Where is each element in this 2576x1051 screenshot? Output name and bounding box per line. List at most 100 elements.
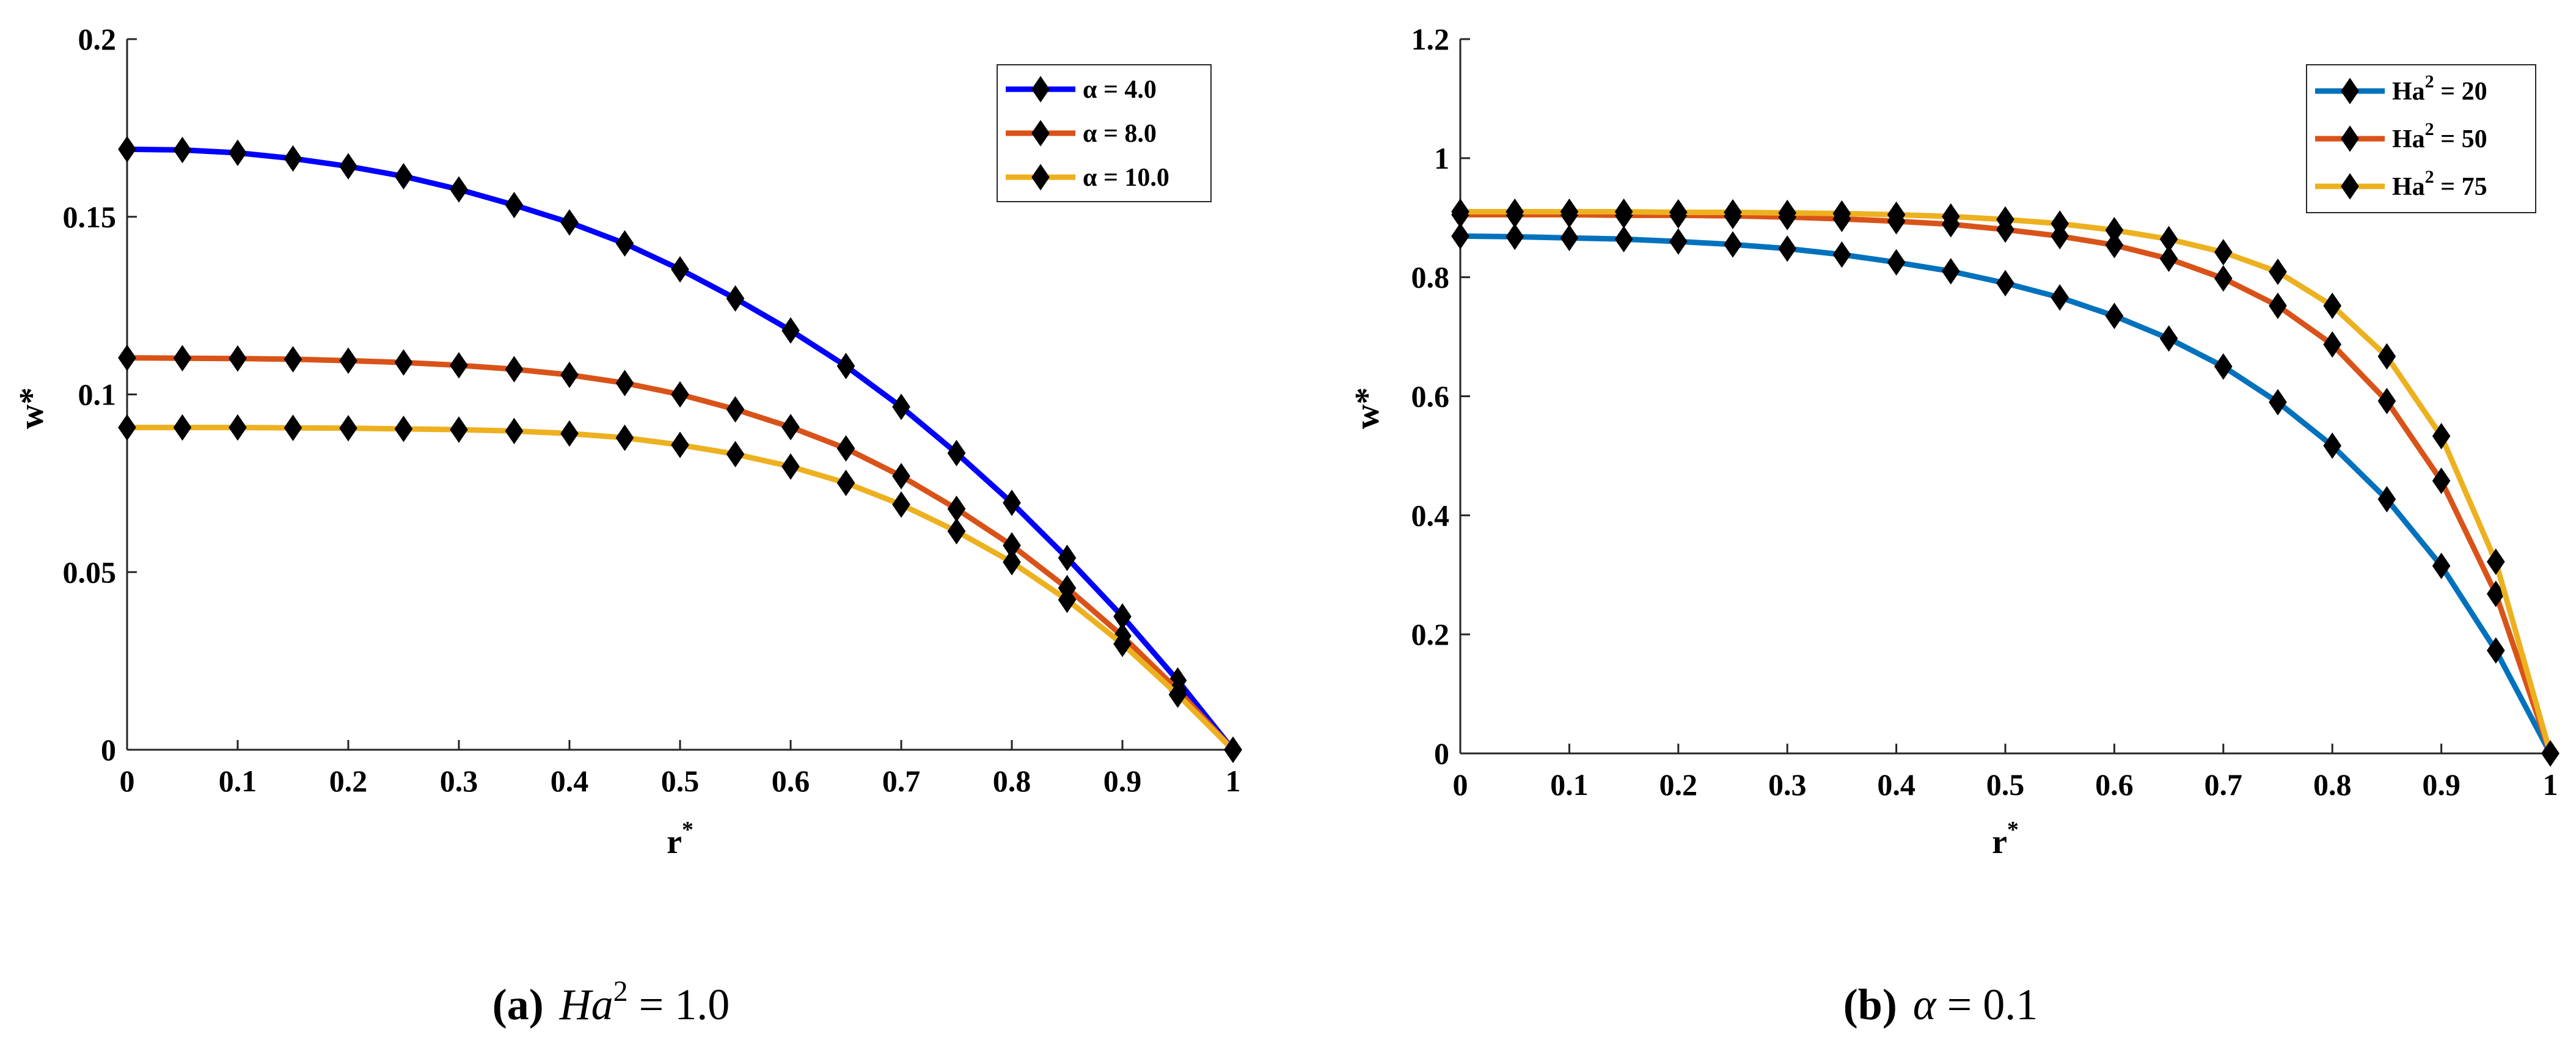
x-axis-label: r* bbox=[1992, 817, 2019, 861]
x-tick-label: 0.4 bbox=[1877, 767, 1916, 802]
data-point bbox=[284, 145, 302, 172]
data-point bbox=[1724, 231, 1742, 258]
data-point bbox=[781, 453, 800, 480]
legend-symbol: α bbox=[1083, 120, 1097, 148]
x-axis-label: r* bbox=[667, 817, 693, 861]
legend-value: = 50 bbox=[2434, 125, 2487, 153]
data-point bbox=[339, 153, 357, 180]
legend-symbol: α bbox=[1083, 76, 1097, 104]
data-point bbox=[2269, 292, 2287, 320]
data-point bbox=[2541, 740, 2560, 767]
y-tick-label: 1 bbox=[1434, 141, 1449, 175]
data-point bbox=[1506, 223, 1524, 251]
axes: 0 0.1 0.2 0.3 0.4 0.5 0.6 0.7 0.8 0.9 1 0 0.05 0.1 0.1… bbox=[63, 22, 1241, 798]
x-tick-label: 0.3 bbox=[1768, 767, 1807, 802]
data-point bbox=[1224, 736, 1242, 763]
data-point bbox=[229, 139, 247, 166]
x-tick-label: 0.8 bbox=[2313, 767, 2352, 802]
data-point bbox=[339, 347, 357, 374]
data-point bbox=[173, 414, 192, 441]
data-point bbox=[1168, 681, 1187, 708]
data-point bbox=[2105, 217, 2124, 244]
data-point bbox=[173, 345, 192, 372]
data-point bbox=[2323, 432, 2342, 460]
data-point bbox=[892, 491, 910, 518]
x-tick-label: 0.7 bbox=[2205, 767, 2243, 802]
series-3 bbox=[118, 414, 1242, 763]
legend-marker bbox=[2341, 78, 2359, 104]
data-point bbox=[2323, 292, 2342, 320]
data-point bbox=[394, 416, 413, 442]
data-point bbox=[450, 176, 468, 203]
data-point bbox=[1778, 235, 1797, 262]
data-point bbox=[505, 417, 524, 445]
data-point bbox=[947, 518, 966, 545]
data-point bbox=[560, 209, 579, 236]
data-point bbox=[450, 416, 468, 443]
legend-label: α = 10.0 bbox=[1083, 164, 1169, 192]
panel-caption: (b) α = 0.1 bbox=[1843, 980, 2038, 1029]
legend-superscript: 2 bbox=[2425, 167, 2434, 187]
legend-symbol: α bbox=[1083, 164, 1097, 192]
data-point bbox=[726, 396, 745, 423]
data-point bbox=[2377, 486, 2396, 513]
data-point bbox=[229, 414, 247, 441]
x-tick-label: 0.1 bbox=[219, 764, 257, 798]
y-tick-label: 1.2 bbox=[1411, 22, 1450, 56]
data-point bbox=[2432, 552, 2451, 579]
data-point bbox=[560, 361, 579, 389]
data-point bbox=[284, 414, 302, 441]
data-point bbox=[2377, 343, 2396, 370]
data-point bbox=[2486, 637, 2505, 664]
y-tick-label: 0 bbox=[101, 733, 116, 767]
data-point bbox=[836, 435, 855, 462]
y-tick-label: 0.1 bbox=[78, 378, 117, 412]
x-tick-label: 0.3 bbox=[440, 764, 478, 798]
data-point bbox=[671, 381, 689, 408]
data-point bbox=[2051, 210, 2069, 237]
legend-value: = 10.0 bbox=[1097, 164, 1169, 192]
data-point bbox=[1003, 489, 1021, 516]
x-tick-label: 1 bbox=[1226, 764, 1241, 798]
legend-superscript: 2 bbox=[2425, 71, 2434, 92]
x-tick-label: 0.6 bbox=[2095, 767, 2134, 802]
y-tick-label: 0 bbox=[1434, 736, 1449, 771]
legend-label: Ha2 = 20 bbox=[2392, 71, 2487, 106]
data-point bbox=[1669, 228, 1688, 255]
data-point bbox=[118, 344, 136, 372]
caption-value: = 0.1 bbox=[1936, 980, 2038, 1029]
x-tick-label: 0.5 bbox=[1986, 767, 2025, 802]
data-point bbox=[615, 424, 634, 452]
data-point bbox=[1887, 201, 1906, 229]
panel-caption: (a) Ha2 = 1.0 bbox=[492, 975, 730, 1029]
x-tick-label: 1 bbox=[2543, 767, 2558, 802]
data-point bbox=[1724, 199, 1742, 226]
data-point bbox=[284, 346, 302, 373]
data-point bbox=[1560, 224, 1579, 252]
legend-entry: Ha2 = 50 bbox=[2315, 119, 2487, 153]
x-tick-label: 0.4 bbox=[551, 764, 589, 798]
x-tick-label: 0.8 bbox=[993, 764, 1031, 798]
y-tick-label: 0.6 bbox=[1411, 379, 1450, 414]
legend-symbol: Ha bbox=[2392, 125, 2425, 153]
x-tick-label: 0.2 bbox=[1659, 767, 1698, 802]
legend-value: = 8.0 bbox=[1097, 120, 1156, 148]
data-point bbox=[505, 191, 524, 219]
data-point bbox=[726, 285, 745, 312]
data-point bbox=[118, 414, 136, 441]
legend-superscript: 2 bbox=[2425, 119, 2434, 139]
data-point bbox=[1614, 225, 1633, 252]
legend-entry: α = 10.0 bbox=[1006, 164, 1169, 192]
data-point bbox=[1996, 206, 2014, 233]
legend-label: Ha2 = 50 bbox=[2392, 119, 2487, 153]
legend-marker bbox=[1031, 164, 1050, 191]
data-point bbox=[2159, 245, 2178, 273]
data-point bbox=[1058, 586, 1077, 613]
data-point bbox=[2377, 387, 2396, 414]
data-point bbox=[2432, 423, 2451, 450]
data-point bbox=[394, 349, 413, 376]
data-point bbox=[1832, 200, 1851, 227]
data-point bbox=[1887, 249, 1906, 276]
legend-marker bbox=[2341, 173, 2359, 200]
